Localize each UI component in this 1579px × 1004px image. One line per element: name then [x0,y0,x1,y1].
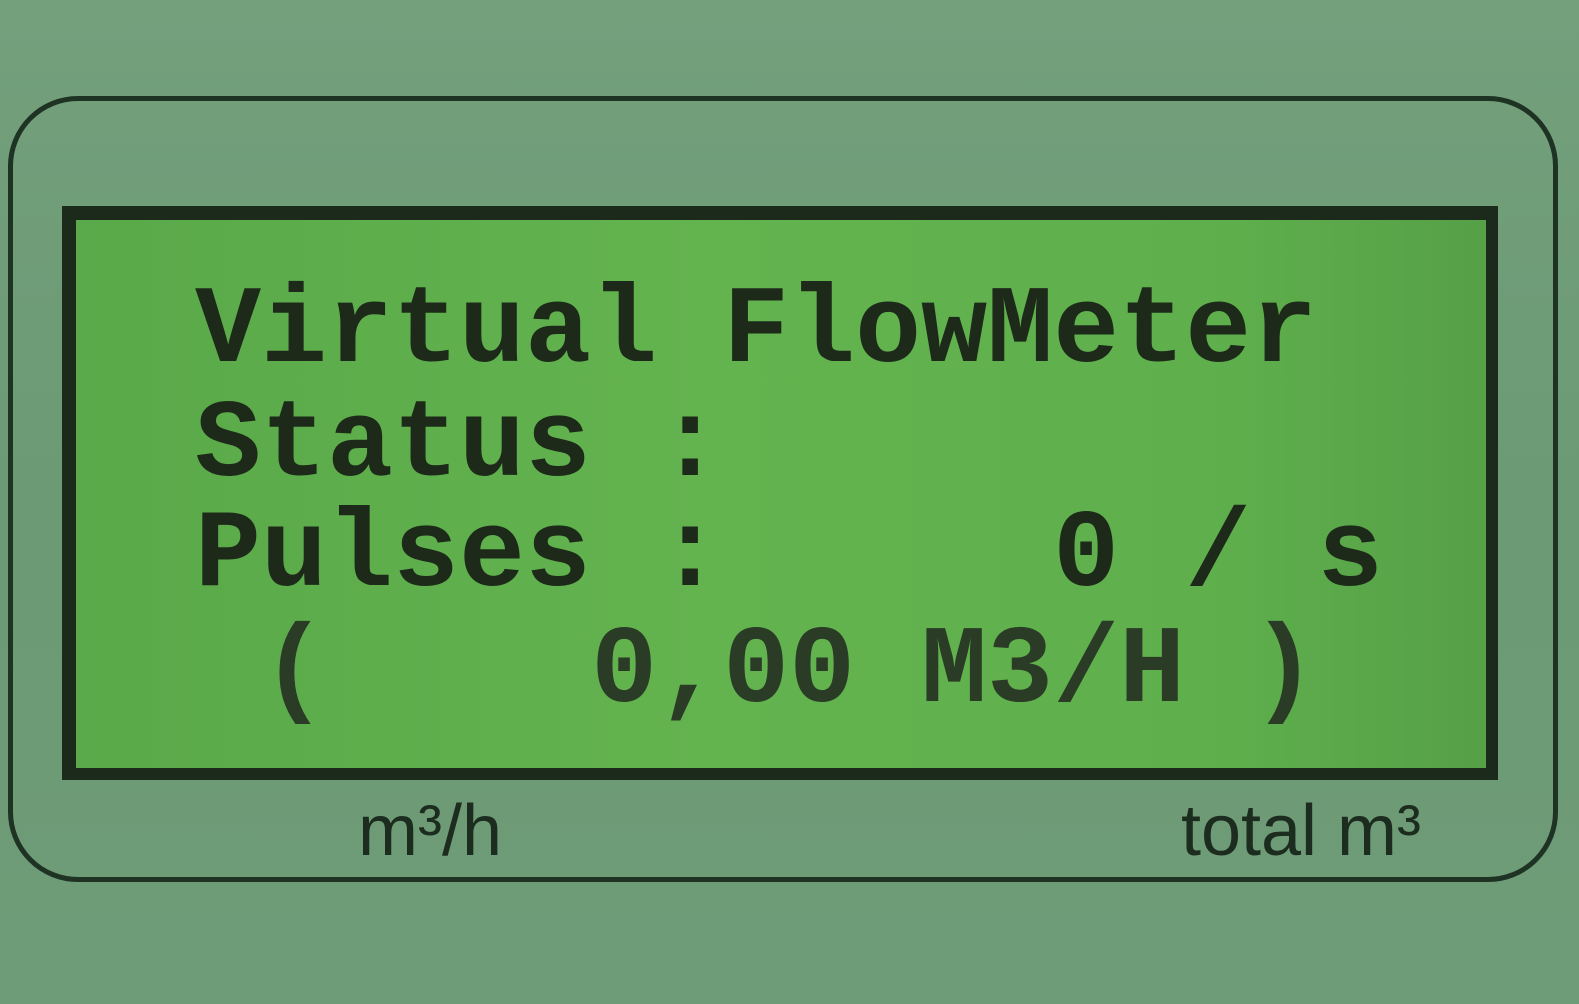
lcd-line: Virtual FlowMeter [195,278,1317,388]
lcd-line: Status : [195,392,723,502]
lcd-line: Pulses : 0 / s [195,502,1383,612]
page: Virtual FlowMeter Status : Pulses : 0 / … [0,0,1579,1004]
unit-label: m³/h [358,790,502,872]
lcd-line: ( 0,00 M3/H ) [195,618,1317,728]
unit-label: total m³ [1181,790,1421,872]
lcd-frame: Virtual FlowMeter Status : Pulses : 0 / … [62,206,1498,780]
lcd-screen: Virtual FlowMeter Status : Pulses : 0 / … [76,220,1486,768]
